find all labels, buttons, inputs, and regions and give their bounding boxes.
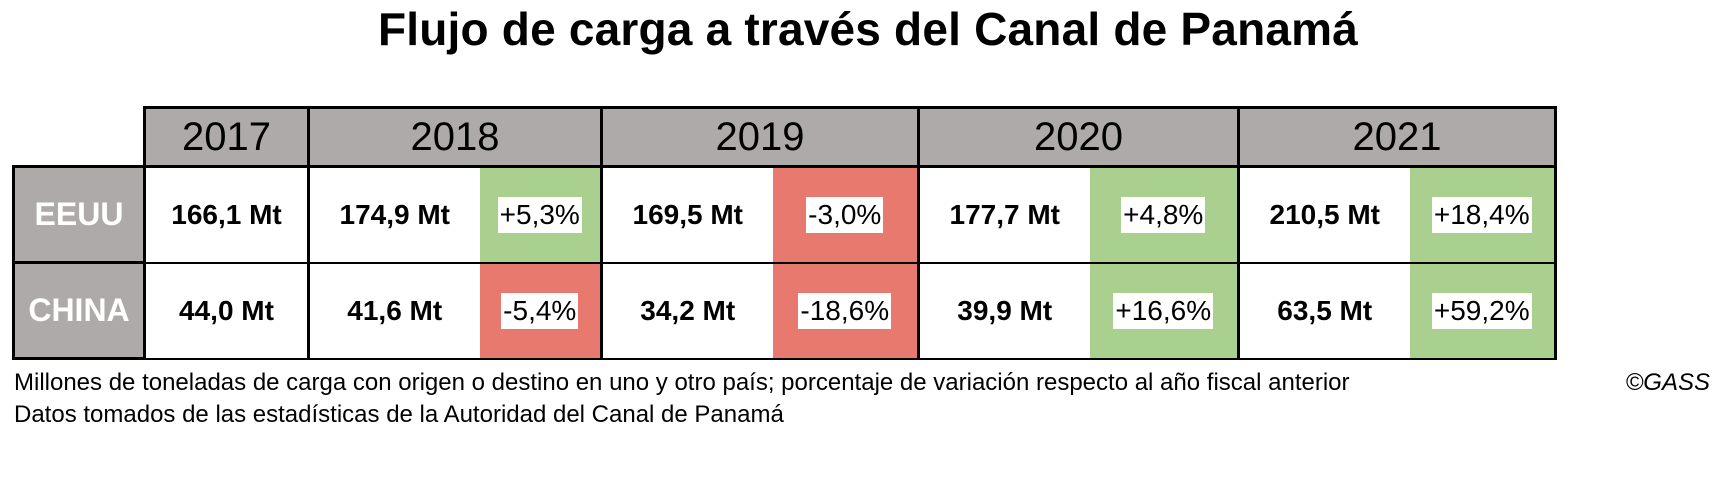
cargo-table: 2017 2018 2019 2020 2021 EEUU 166,1 Mt 1… <box>12 106 1557 360</box>
change-label: -3,0% <box>806 196 884 233</box>
value-china-2017: 44,0 Mt <box>143 261 310 360</box>
value-eeuu-2021: 210,5 Mt <box>1237 165 1410 264</box>
year-header-2017: 2017 <box>143 106 310 168</box>
change-label: -18,6% <box>798 292 892 329</box>
change-label: -5,4% <box>501 292 579 329</box>
change-label: +59,2% <box>1431 292 1532 329</box>
value-china-2021: 63,5 Mt <box>1237 261 1410 360</box>
change-china-2018: -5,4% <box>479 261 603 360</box>
change-eeuu-2018: +5,3% <box>479 165 603 264</box>
change-eeuu-2020: +4,8% <box>1089 165 1240 264</box>
change-label: +4,8% <box>1121 196 1206 233</box>
chart-title: Flujo de carga a través del Canal de Pan… <box>377 3 1359 55</box>
value-china-2020: 39,9 Mt <box>917 261 1090 360</box>
year-header-2021: 2021 <box>1237 106 1557 168</box>
change-eeuu-2021: +18,4% <box>1409 165 1557 264</box>
table-row-eeuu: EEUU 166,1 Mt 174,9 Mt +5,3% 169,5 Mt -3… <box>12 165 1557 264</box>
value-eeuu-2018: 174,9 Mt <box>307 165 480 264</box>
change-china-2020: +16,6% <box>1089 261 1240 360</box>
footnote-line-2: Datos tomados de las estadísticas de la … <box>14 401 784 428</box>
value-eeuu-2020: 177,7 Mt <box>917 165 1090 264</box>
year-header-2018: 2018 <box>307 106 603 168</box>
table-row-china: CHINA 44,0 Mt 41,6 Mt -5,4% 34,2 Mt -18,… <box>12 261 1557 360</box>
value-eeuu-2017: 166,1 Mt <box>143 165 310 264</box>
credit-label: ©GASS <box>1625 369 1710 396</box>
footnote-line-1: Millones de toneladas de carga con orige… <box>14 369 1350 396</box>
year-header-2020: 2020 <box>917 106 1240 168</box>
year-header-row: 2017 2018 2019 2020 2021 <box>14 106 1557 168</box>
country-label-eeuu: EEUU <box>12 165 146 264</box>
change-china-2021: +59,2% <box>1409 261 1557 360</box>
value-china-2018: 41,6 Mt <box>307 261 480 360</box>
change-label: +16,6% <box>1113 292 1214 329</box>
value-eeuu-2019: 169,5 Mt <box>600 165 773 264</box>
country-label-china: CHINA <box>12 261 146 360</box>
change-label: +5,3% <box>497 196 582 233</box>
value-china-2019: 34,2 Mt <box>600 261 773 360</box>
change-eeuu-2019: -3,0% <box>772 165 920 264</box>
change-label: +18,4% <box>1431 196 1532 233</box>
table-corner <box>14 108 145 167</box>
year-header-2019: 2019 <box>600 106 920 168</box>
change-china-2019: -18,6% <box>772 261 920 360</box>
